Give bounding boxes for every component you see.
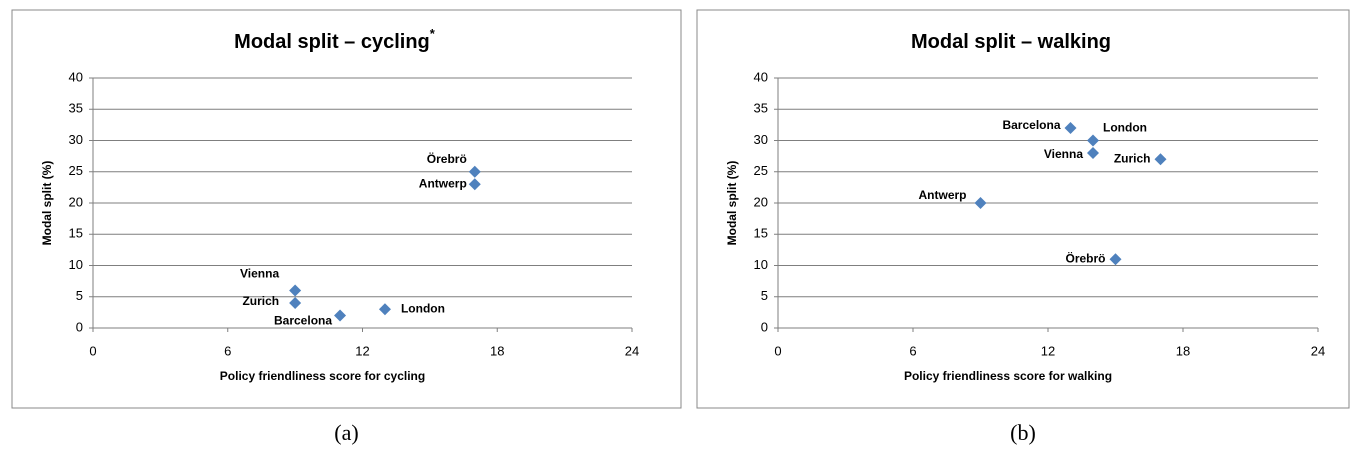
- x-axis-label: Policy friendliness score for walking: [904, 369, 1112, 383]
- data-point: [289, 284, 302, 297]
- caption: (a): [334, 420, 358, 445]
- chart-frame: [696, 9, 1350, 409]
- point-label: Barcelona: [274, 314, 332, 328]
- data-point: [378, 303, 391, 316]
- y-tick-label: 15: [69, 226, 83, 241]
- y-tick-label: 25: [69, 163, 83, 178]
- y-tick-label: 35: [754, 101, 768, 116]
- point-label: Zurich: [242, 294, 279, 308]
- y-tick-label: 20: [69, 194, 83, 209]
- chart-frame: [11, 9, 682, 409]
- y-tick-label: 0: [76, 319, 83, 334]
- x-tick-label: 0: [774, 343, 781, 358]
- x-tick-label: 24: [625, 343, 639, 358]
- y-tick-label: 40: [754, 69, 768, 84]
- y-tick-label: 0: [761, 319, 768, 334]
- point-label: Örebrö: [427, 151, 467, 166]
- y-tick-label: 15: [754, 226, 768, 241]
- data-point: [1154, 153, 1167, 166]
- x-tick-label: 12: [355, 343, 369, 358]
- point-label: Zurich: [1114, 151, 1151, 165]
- x-tick-label: 12: [1041, 343, 1055, 358]
- y-axis-label: Modal split (%): [725, 161, 739, 246]
- title-text: Modal split – walking: [911, 31, 1111, 53]
- x-axis-label: Policy friendliness score for cycling: [220, 369, 425, 383]
- y-axis-label: Modal split (%): [40, 161, 54, 246]
- y-tick-label: 40: [69, 69, 83, 84]
- x-tick-label: 6: [909, 343, 916, 358]
- title-text: Modal split – cycling: [234, 31, 430, 53]
- y-tick-label: 10: [69, 257, 83, 272]
- point-label: London: [1103, 121, 1147, 135]
- x-tick-label: 6: [224, 343, 231, 358]
- x-tick-label: 18: [490, 343, 504, 358]
- chart-title: Modal split – walking: [911, 31, 1111, 53]
- y-tick-label: 30: [754, 132, 768, 147]
- data-point: [289, 297, 302, 309]
- y-tick-label: 5: [761, 288, 768, 303]
- point-label: Antwerp: [919, 188, 967, 202]
- data-point: [1064, 122, 1077, 134]
- point-label: Barcelona: [1002, 118, 1060, 132]
- x-tick-label: 0: [89, 343, 96, 358]
- point-label: London: [401, 301, 445, 315]
- chart-title: Modal split – cycling*: [234, 26, 436, 53]
- data-point: [1087, 134, 1099, 147]
- x-tick-label: 18: [1176, 343, 1190, 358]
- y-tick-label: 35: [69, 101, 83, 116]
- caption: (b): [1010, 420, 1036, 445]
- y-tick-label: 10: [754, 257, 768, 272]
- point-label: Örebrö: [1065, 250, 1105, 265]
- x-tick-label: 24: [1311, 343, 1325, 358]
- point-label: Antwerp: [419, 176, 467, 190]
- point-label: Vienna: [1044, 147, 1083, 161]
- point-label: Vienna: [240, 267, 279, 281]
- y-tick-label: 20: [754, 194, 768, 209]
- data-point: [1109, 253, 1122, 266]
- data-point: [468, 178, 481, 191]
- data-point: [468, 165, 481, 178]
- data-point: [974, 197, 987, 209]
- title-note: *: [430, 26, 436, 41]
- y-tick-label: 25: [754, 163, 768, 178]
- y-tick-label: 30: [69, 132, 83, 147]
- y-tick-label: 5: [76, 288, 83, 303]
- data-point: [334, 309, 347, 322]
- data-point: [1087, 147, 1099, 159]
